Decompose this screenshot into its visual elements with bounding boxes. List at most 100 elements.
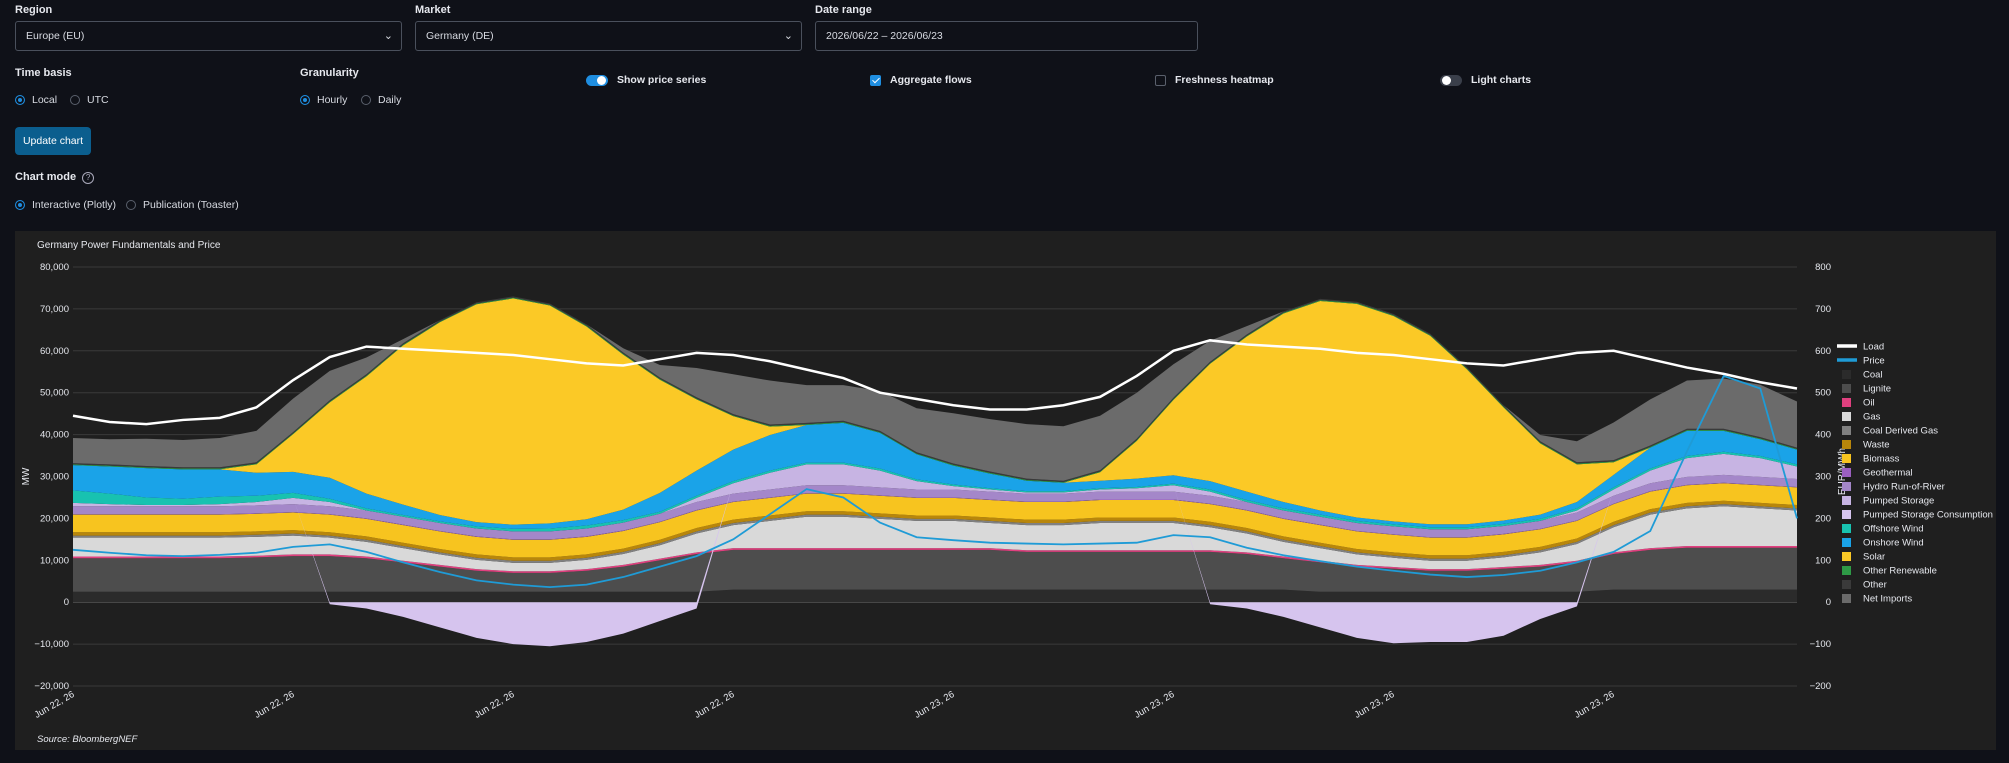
area-biomass [73,483,1797,558]
x-tick-label: Jun 22, 26 [693,689,737,721]
checkbox-checked-icon [870,74,881,86]
radio-local[interactable]: Local [15,94,57,106]
market-select-value: Germany (DE) [426,30,494,42]
legend-swatch [1842,566,1851,575]
y-tick-label: 60,000 [40,346,69,357]
legend-swatch [1842,580,1851,589]
legend-item: Other Renewable [1863,566,1937,577]
light-charts-toggle[interactable]: Light charts [1440,74,1531,86]
date-range-label: Date range [815,4,872,16]
time-basis-label: Time basis [15,67,72,79]
date-range-value: 2026/06/22 – 2026/06/23 [826,30,943,42]
y2-tick-label: 600 [1815,346,1831,357]
radio-publication[interactable]: Publication (Toaster) [126,199,239,211]
x-tick-label: Jun 23, 26 [913,689,957,721]
update-chart-button[interactable]: Update chart [15,127,91,155]
radio-publication-label: Publication (Toaster) [143,199,239,211]
y-tick-label: 50,000 [40,388,69,399]
y2-tick-label: 200 [1815,513,1831,524]
legend-item: Load [1863,342,1884,353]
radio-interactive[interactable]: Interactive (Plotly) [15,199,116,211]
legend-item: Solar [1863,552,1885,563]
legend-swatch [1842,440,1851,449]
radio-daily[interactable]: Daily [361,94,401,106]
area-coal [73,589,1797,603]
radio-dot-icon [126,200,136,210]
y2-tick-label: 100 [1815,555,1831,566]
legend-swatch [1842,552,1851,561]
legend-item: Price [1863,356,1885,367]
legend-swatch [1842,468,1851,477]
legend-item: Onshore Wind [1863,538,1924,549]
x-tick-label: Jun 23, 26 [1573,689,1617,721]
legend-swatch [1842,454,1851,463]
chart-source: Source: BloombergNEF [37,734,139,745]
legend-swatch [1842,594,1851,603]
legend-swatch [1842,510,1851,519]
x-tick-label: Jun 23, 26 [1133,689,1177,721]
y-tick-label: 20,000 [40,513,69,524]
legend-item: Gas [1863,412,1881,423]
y2-tick-label: 300 [1815,472,1831,483]
x-tick-label: Jun 22, 26 [253,689,297,721]
y2-tick-label: 400 [1815,430,1831,441]
legend-item: Pumped Storage Consumption [1863,510,1993,521]
chart-title: Germany Power Fundamentals and Price [37,240,221,251]
aggregate-flows-label: Aggregate flows [890,74,972,86]
legend-item: Lignite [1863,384,1891,395]
date-range-input[interactable]: 2026/06/22 – 2026/06/23 [815,21,1198,51]
radio-dot-icon [300,95,310,105]
freshness-heatmap-checkbox[interactable]: Freshness heatmap [1155,74,1274,86]
power-chart[interactable]: Germany Power Fundamentals and Price 80,0… [15,231,1996,750]
legend-swatch [1842,412,1851,421]
legend-swatch [1842,384,1851,393]
y2-tick-label: 0 [1826,597,1831,608]
region-select[interactable]: Europe (EU) ⌄ [15,21,402,51]
x-tick-label: Jun 22, 26 [473,689,517,721]
y-tick-label: 70,000 [40,304,69,315]
chart-mode-text: Chart mode [15,171,77,183]
legend-item: Other [1863,580,1887,591]
radio-daily-label: Daily [378,94,402,106]
legend-swatch [1842,524,1851,533]
radio-hourly-label: Hourly [317,94,348,106]
light-charts-label: Light charts [1471,74,1532,86]
legend-item: Coal [1863,370,1883,381]
market-label: Market [415,4,451,16]
area-net-imports [73,296,1797,481]
legend-swatch [1842,370,1851,379]
y2-tick-label: −100 [1810,639,1831,650]
toggle-switch-icon [586,74,608,86]
legend-item: Geothermal [1863,468,1913,479]
market-select[interactable]: Germany (DE) ⌄ [415,21,802,51]
radio-hourly[interactable]: Hourly [300,94,347,106]
radio-local-label: Local [32,94,58,106]
radio-dot-icon [70,95,80,105]
x-tick-label: Jun 22, 26 [33,689,77,721]
legend-swatch [1842,538,1851,547]
legend-swatch [1842,496,1851,505]
legend-swatch [1842,398,1851,407]
radio-utc[interactable]: UTC [70,94,109,106]
y-tick-label: 0 [64,597,69,608]
y2-tick-label: 800 [1815,262,1831,273]
legend-swatch [1842,426,1851,435]
show-price-series-toggle[interactable]: Show price series [586,74,706,86]
y2-tick-label: −200 [1810,681,1831,692]
legend-item: Coal Derived Gas [1863,426,1938,437]
granularity-label: Granularity [300,67,359,79]
legend-item: Waste [1863,440,1890,451]
legend-item: Net Imports [1863,594,1912,605]
show-price-series-label: Show price series [617,74,707,86]
y-axis-label: MW [21,467,32,485]
y-tick-label: −20,000 [34,681,69,692]
help-icon[interactable]: ? [82,172,95,184]
radio-dot-icon [15,95,25,105]
area-onshore-wind [73,422,1797,529]
y-tick-label: 40,000 [40,430,69,441]
radio-utc-label: UTC [87,94,109,106]
aggregate-flows-checkbox[interactable]: Aggregate flows [870,74,972,86]
radio-dot-icon [361,95,371,105]
toggle-switch-icon [1440,74,1462,86]
y-tick-label: 10,000 [40,555,69,566]
